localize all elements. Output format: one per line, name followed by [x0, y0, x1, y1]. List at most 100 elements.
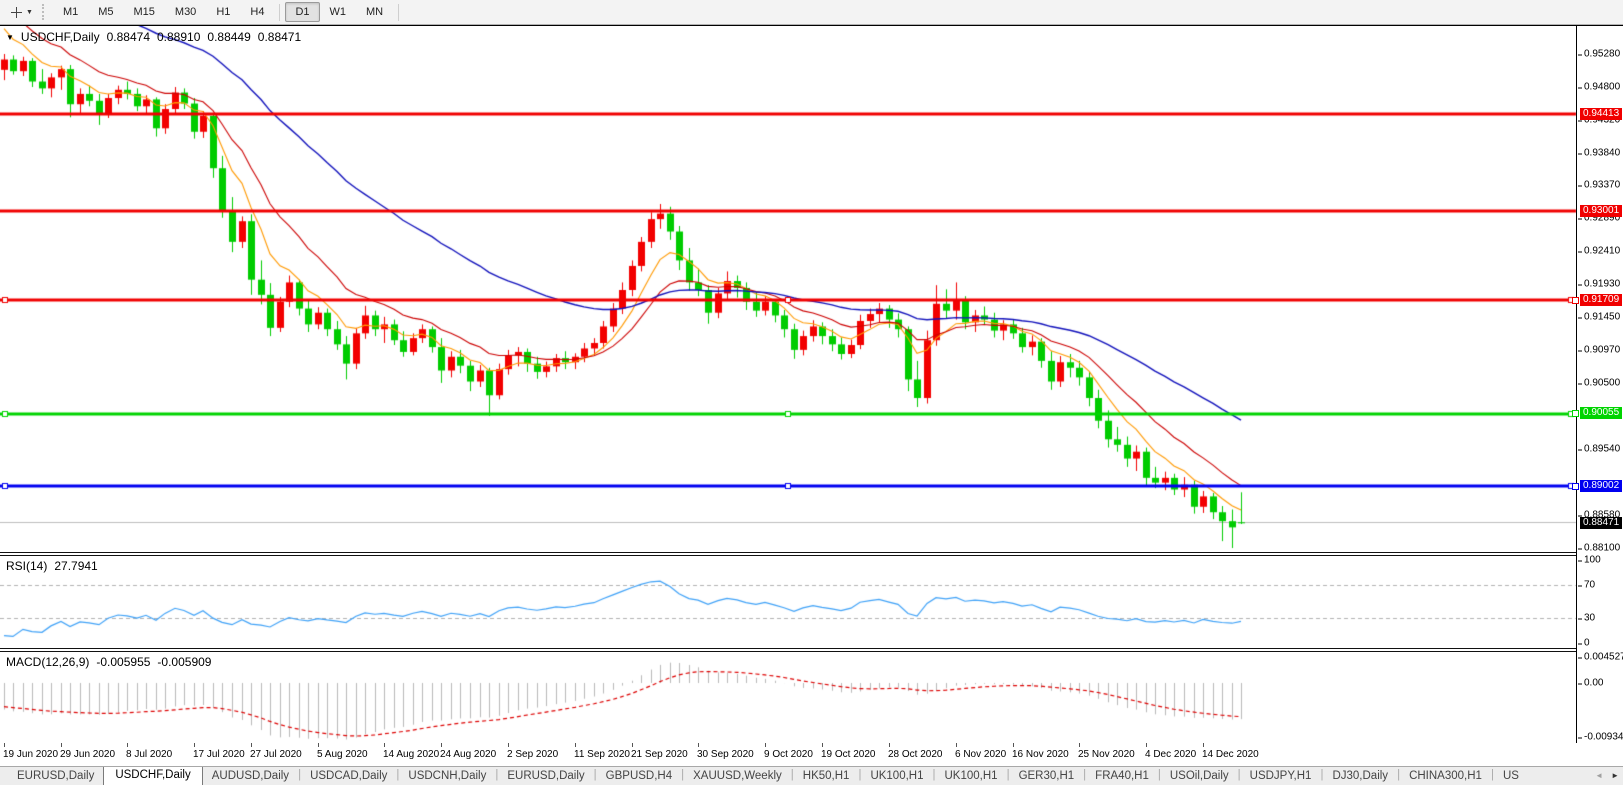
cursor-tool-button[interactable]: ▼ — [5, 3, 38, 22]
toolbar-grip-handle[interactable] — [41, 4, 46, 20]
tab-separator: | — [298, 769, 302, 781]
close-value: 0.88471 — [257, 30, 302, 44]
pane-divider-rsi-macd[interactable] — [0, 648, 1577, 652]
date-label: 17 Jul 2020 — [193, 749, 245, 760]
date-tick-mark — [384, 743, 385, 747]
date-label: 28 Oct 2020 — [888, 749, 943, 760]
timeframe-button-m1[interactable]: M1 — [62, 6, 79, 18]
date-tick-mark — [1203, 743, 1204, 747]
timeframe-button-m15[interactable]: M15 — [133, 6, 155, 18]
toolbar-separator — [398, 3, 400, 21]
chart-tab-usdcnh-daily[interactable]: USDCNH,Daily — [408, 770, 487, 782]
tab-separator: | — [1490, 769, 1494, 781]
level-price-label[interactable]: 0.94413 — [1580, 108, 1623, 120]
timeframe-button-h1[interactable]: H1 — [216, 6, 231, 18]
current-price-label: 0.88471 — [1580, 517, 1623, 529]
chart-tab-hk50-h1[interactable]: HK50,H1 — [802, 770, 850, 782]
price-tick-label: 0.91930 — [1577, 278, 1621, 290]
price-tick-label: 0.88580 — [1577, 509, 1621, 521]
price-axis[interactable]: 0.95280 0.94800 0.94320 0.93840 0.93370 0.928… — [1571, 26, 1623, 744]
level-price-label[interactable]: 0.93001 — [1580, 205, 1623, 217]
tab-separator: | — [495, 769, 499, 781]
symbol-period-label: USDCHF,Daily — [20, 30, 100, 44]
date-tick-mark — [1013, 743, 1014, 747]
date-tick-mark — [194, 743, 195, 747]
chart-tab-usoil-daily[interactable]: USOil,Daily — [1169, 770, 1229, 782]
tab-separator: | — [681, 769, 685, 781]
macd-tick-label: 0.00 — [1577, 677, 1604, 689]
chart-tab-audusd-daily[interactable]: AUDUSD,Daily — [211, 770, 290, 782]
date-tick-mark — [889, 743, 890, 747]
price-tick-label: 0.88100 — [1577, 542, 1621, 554]
date-label: 9 Oct 2020 — [764, 749, 813, 760]
timeframe-button-m5[interactable]: M5 — [98, 6, 114, 18]
macd-pane-canvas[interactable] — [0, 652, 1577, 744]
level-price-label[interactable]: 0.91709 — [1571, 294, 1623, 306]
macd-signal-value: -0.005909 — [157, 655, 212, 669]
timeframe-button-mn[interactable]: MN — [366, 6, 384, 18]
date-label: 8 Jul 2020 — [126, 749, 173, 760]
chart-tab-us[interactable]: US — [1502, 770, 1519, 782]
timeframe-button-m30[interactable]: M30 — [174, 6, 197, 18]
date-tick-mark — [61, 743, 62, 747]
date-label: 6 Nov 2020 — [955, 749, 1007, 760]
tab-separator: | — [396, 769, 400, 781]
date-tick-mark — [575, 743, 576, 747]
date-tick-mark — [765, 743, 766, 747]
tab-separator: | — [932, 769, 936, 781]
date-label: 5 Aug 2020 — [317, 749, 368, 760]
rsi-pane-canvas[interactable] — [0, 556, 1577, 648]
tab-separator: | — [1237, 769, 1241, 781]
date-tick-mark — [318, 743, 319, 747]
tab-scroll-left-icon[interactable]: ◄ — [1595, 771, 1604, 780]
chart-tab-usdcad-daily[interactable]: USDCAD,Daily — [310, 770, 388, 782]
axis-border-line — [1576, 26, 1577, 744]
timeframe-button-h4[interactable]: H4 — [250, 6, 265, 18]
price-tick-label: 0.94800 — [1577, 81, 1621, 93]
level-price-label[interactable]: 0.89002 — [1571, 480, 1623, 492]
pane-divider-main-rsi[interactable] — [0, 552, 1577, 556]
date-tick-mark — [822, 743, 823, 747]
chart-tab-fra40-h1[interactable]: FRA40,H1 — [1095, 770, 1149, 782]
date-tick-mark — [4, 743, 5, 747]
chart-tab-gbpusd-h4[interactable]: GBPUSD,H4 — [605, 770, 673, 782]
chart-tab-dj30-daily[interactable]: DJ30,Daily — [1332, 770, 1389, 782]
rsi-label: RSI(14) 27.7941 — [6, 559, 98, 573]
tab-separator: | — [593, 769, 597, 781]
date-label: 25 Nov 2020 — [1078, 749, 1135, 760]
chart-tab-china300-h1[interactable]: CHINA300,H1 — [1409, 770, 1482, 782]
collapse-triangle-icon[interactable]: ▼ — [6, 32, 14, 42]
date-tick-mark — [698, 743, 699, 747]
rsi-tick-label: 100 — [1578, 554, 1601, 566]
timeframe-button-w1[interactable]: W1 — [329, 6, 347, 18]
price-tick-label: 0.90500 — [1577, 377, 1621, 389]
chart-tab-bar: ◄ ► EURUSD,Daily USDCHF,Daily AUDUSD,Daily… — [0, 766, 1623, 785]
price-tick-label: 0.95280 — [1577, 48, 1621, 60]
date-tick-mark — [1146, 743, 1147, 747]
chart-tab-usdchf-daily[interactable]: USDCHF,Daily — [103, 767, 203, 785]
tab-separator: | — [1006, 769, 1010, 781]
crosshair-icon — [10, 6, 23, 19]
level-price-label[interactable]: 0.90055 — [1571, 407, 1623, 419]
tab-scroll-controls: ◄ ► — [1587, 767, 1623, 785]
chart-tab-uk100-h1[interactable]: UK100,H1 — [870, 770, 924, 782]
date-tick-mark — [251, 743, 252, 747]
tab-scroll-right-icon[interactable]: ► — [1611, 771, 1619, 780]
chevron-down-icon: ▼ — [26, 8, 33, 16]
rsi-tick-label: 30 — [1577, 612, 1596, 624]
tab-separator: | — [1083, 769, 1087, 781]
timeframe-button-d1[interactable]: D1 — [285, 2, 320, 22]
date-tick-mark — [127, 743, 128, 747]
main-chart-canvas[interactable] — [0, 26, 1577, 552]
chart-tab-usdjpy-h1[interactable]: USDJPY,H1 — [1249, 770, 1312, 782]
chart-tab-uk100-h1[interactable]: UK100,H1 — [944, 770, 998, 782]
tab-separator: | — [1320, 769, 1324, 781]
chart-tab-eurusd-daily[interactable]: EURUSD,Daily — [507, 770, 585, 782]
chart-tab-eurusd-daily[interactable]: EURUSD,Daily — [17, 770, 95, 782]
chart-tab-ger30-h1[interactable]: GER30,H1 — [1018, 770, 1075, 782]
top-toolbar: ▼ M1 M5 M15 M30 H1 H4 D1 W1 MN — [0, 0, 1623, 25]
rsi-current-value: 27.7941 — [54, 559, 98, 573]
chart-tab-xauusd-weekly[interactable]: XAUUSD,Weekly — [693, 770, 782, 782]
date-axis[interactable]: 19 Jun 2020 29 Jun 2020 8 Jul 2020 17 Jul 2… — [0, 743, 1623, 766]
macd-tick-label: 0.004527 — [1578, 652, 1623, 663]
